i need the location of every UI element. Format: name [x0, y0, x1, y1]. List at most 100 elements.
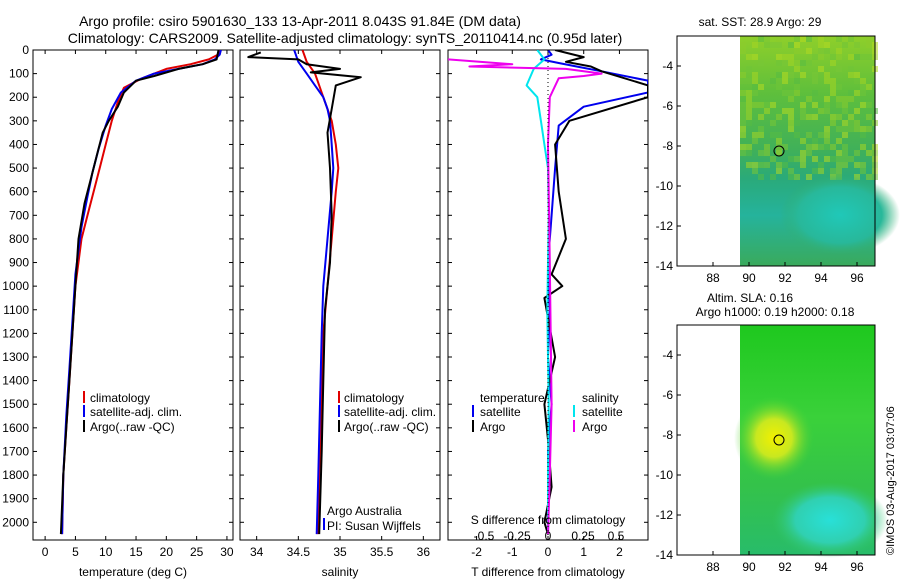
- sst-cool-patch: [780, 175, 900, 255]
- sst-pixel: [782, 72, 788, 78]
- sst-pixel: [812, 102, 818, 108]
- sst-pixel: [740, 42, 746, 48]
- sst-pixel: [854, 126, 860, 132]
- sst-pixel: [836, 138, 842, 144]
- sst-pixel: [836, 48, 842, 54]
- sst-pixel: [824, 78, 830, 84]
- sst-pixel: [746, 102, 752, 108]
- salinity-lines: [247, 50, 362, 535]
- sst-pixel: [758, 150, 764, 156]
- sst-pixel: [794, 48, 800, 54]
- y-tick-label: 1700: [2, 444, 29, 458]
- sst-pixel: [746, 144, 752, 150]
- sst-pixel: [788, 156, 794, 162]
- sst-pixel: [800, 162, 806, 168]
- y-tick-label: 1400: [2, 374, 29, 388]
- sst-pixel: [800, 96, 806, 102]
- sst-pixel: [800, 156, 806, 162]
- sst-pixel: [782, 162, 788, 168]
- sst-pixel: [740, 144, 746, 150]
- y-tick-label: 600: [9, 185, 29, 199]
- sst-pixel: [764, 162, 770, 168]
- sst-pixel: [818, 144, 824, 150]
- sst-pixel: [746, 54, 752, 60]
- sst-pixel: [866, 150, 872, 156]
- map-x-tick-label: 90: [742, 560, 756, 574]
- sst-pixel: [770, 156, 776, 162]
- salinity-xlabel: salinity: [322, 565, 359, 579]
- sst-pixel: [812, 144, 818, 150]
- sst-pixel: [794, 174, 800, 180]
- series-line-t-argo: [543, 50, 648, 535]
- sst-pixel: [806, 36, 812, 42]
- credit-pi: PI: Susan Wijffels: [327, 519, 421, 533]
- sst-pixel: [842, 42, 848, 48]
- temperature-ticks: 0 5 10 15 20 25 300100200300400500600700800900…: [2, 43, 234, 559]
- s-tick-label: -0.5: [474, 529, 495, 543]
- sst-pixel: [770, 72, 776, 78]
- sst-pixel: [758, 162, 764, 168]
- sst-pixel: [830, 156, 836, 162]
- map-y-tick-label: -12: [656, 219, 674, 233]
- sst-pixel: [854, 150, 860, 156]
- sst-pixel: [866, 42, 872, 48]
- legend-swatch-satellite: [83, 405, 85, 417]
- map-y-tick-label: -8: [662, 139, 673, 153]
- series-line-argo: [247, 51, 362, 535]
- map-x-tick-label: 94: [814, 560, 828, 574]
- legend-label-climatology: climatology: [90, 391, 150, 405]
- sst-pixel: [842, 144, 848, 150]
- sst-pixel: [830, 114, 836, 120]
- sst-pixel: [782, 60, 788, 66]
- legend-label-s-satellite: satellite: [582, 405, 623, 419]
- credit-institution: Argo Australia: [327, 504, 402, 518]
- sst-pixel: [776, 78, 782, 84]
- sst-pixel: [782, 108, 788, 114]
- sst-pixel: [758, 114, 764, 120]
- map-y-tick-label: -8: [662, 428, 673, 442]
- x-tick-label: 35: [333, 545, 347, 559]
- sst-pixel: [866, 84, 872, 90]
- sst-pixel: [842, 96, 848, 102]
- series-line-t-satellite: [539, 50, 648, 535]
- sst-pixel: [836, 102, 842, 108]
- sst-pixel: [752, 36, 758, 42]
- sst-pixel: [842, 150, 848, 156]
- sst-pixel: [818, 66, 824, 72]
- x-tick-label: 10: [99, 545, 113, 559]
- sst-pixel: [800, 72, 806, 78]
- salinity-axes: [239, 49, 441, 541]
- sst-pixel: [830, 168, 836, 174]
- series-line-satellite: [293, 50, 335, 535]
- sst-pixel: [752, 84, 758, 90]
- sst-pixel: [788, 174, 794, 180]
- map-y-tick-label: -14: [656, 548, 674, 562]
- sst-pixel: [776, 72, 782, 78]
- sst-pixel: [764, 42, 770, 48]
- sst-pixel: [842, 132, 848, 138]
- y-tick-label: 400: [9, 137, 29, 151]
- sst-pixel: [770, 102, 776, 108]
- sst-pixel: [812, 138, 818, 144]
- sst-pixel: [776, 144, 782, 150]
- legend-label-satellite: satellite-adj. clim.: [90, 405, 182, 419]
- map-x-tick-label: 96: [850, 560, 864, 574]
- sst-pixel: [794, 120, 800, 126]
- map-y-tick-label: -4: [662, 348, 673, 362]
- sst-pixel: [752, 102, 758, 108]
- sst-pixel: [764, 150, 770, 156]
- y-tick-label: 0: [22, 43, 29, 57]
- sst-pixel: [770, 42, 776, 48]
- y-tick-label: 1600: [2, 421, 29, 435]
- sst-pixel: [824, 108, 830, 114]
- sst-pixel: [818, 36, 824, 42]
- header-title: Argo profile: csiro 5901630_133 13-Apr-2…: [79, 13, 521, 29]
- sst-pixel: [794, 78, 800, 84]
- sst-pixel: [788, 108, 794, 114]
- sst-pixel: [806, 150, 812, 156]
- credit-marker: [323, 518, 325, 530]
- sst-pixel: [830, 84, 836, 90]
- sst-pixel: [824, 48, 830, 54]
- sst-pixel: [836, 72, 842, 78]
